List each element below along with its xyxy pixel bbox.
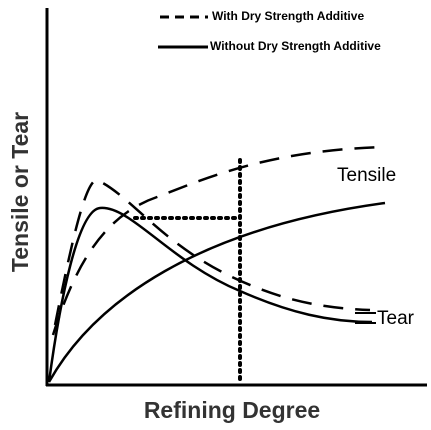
y-axis-label: Tensile or Tear	[7, 112, 33, 272]
tensile-solid	[47, 201, 386, 383]
x-axis-label: Refining Degree	[144, 397, 320, 423]
tear-solid	[47, 206, 373, 383]
tear-dashed	[53, 178, 371, 326]
tensile-dashed	[51, 145, 386, 336]
curve-label: Tear	[377, 308, 415, 329]
curve-label: Tensile	[337, 165, 396, 186]
legend-label: With Dry Strength Additive	[212, 9, 364, 23]
legend-label: Without Dry Strength Additive	[210, 39, 381, 53]
